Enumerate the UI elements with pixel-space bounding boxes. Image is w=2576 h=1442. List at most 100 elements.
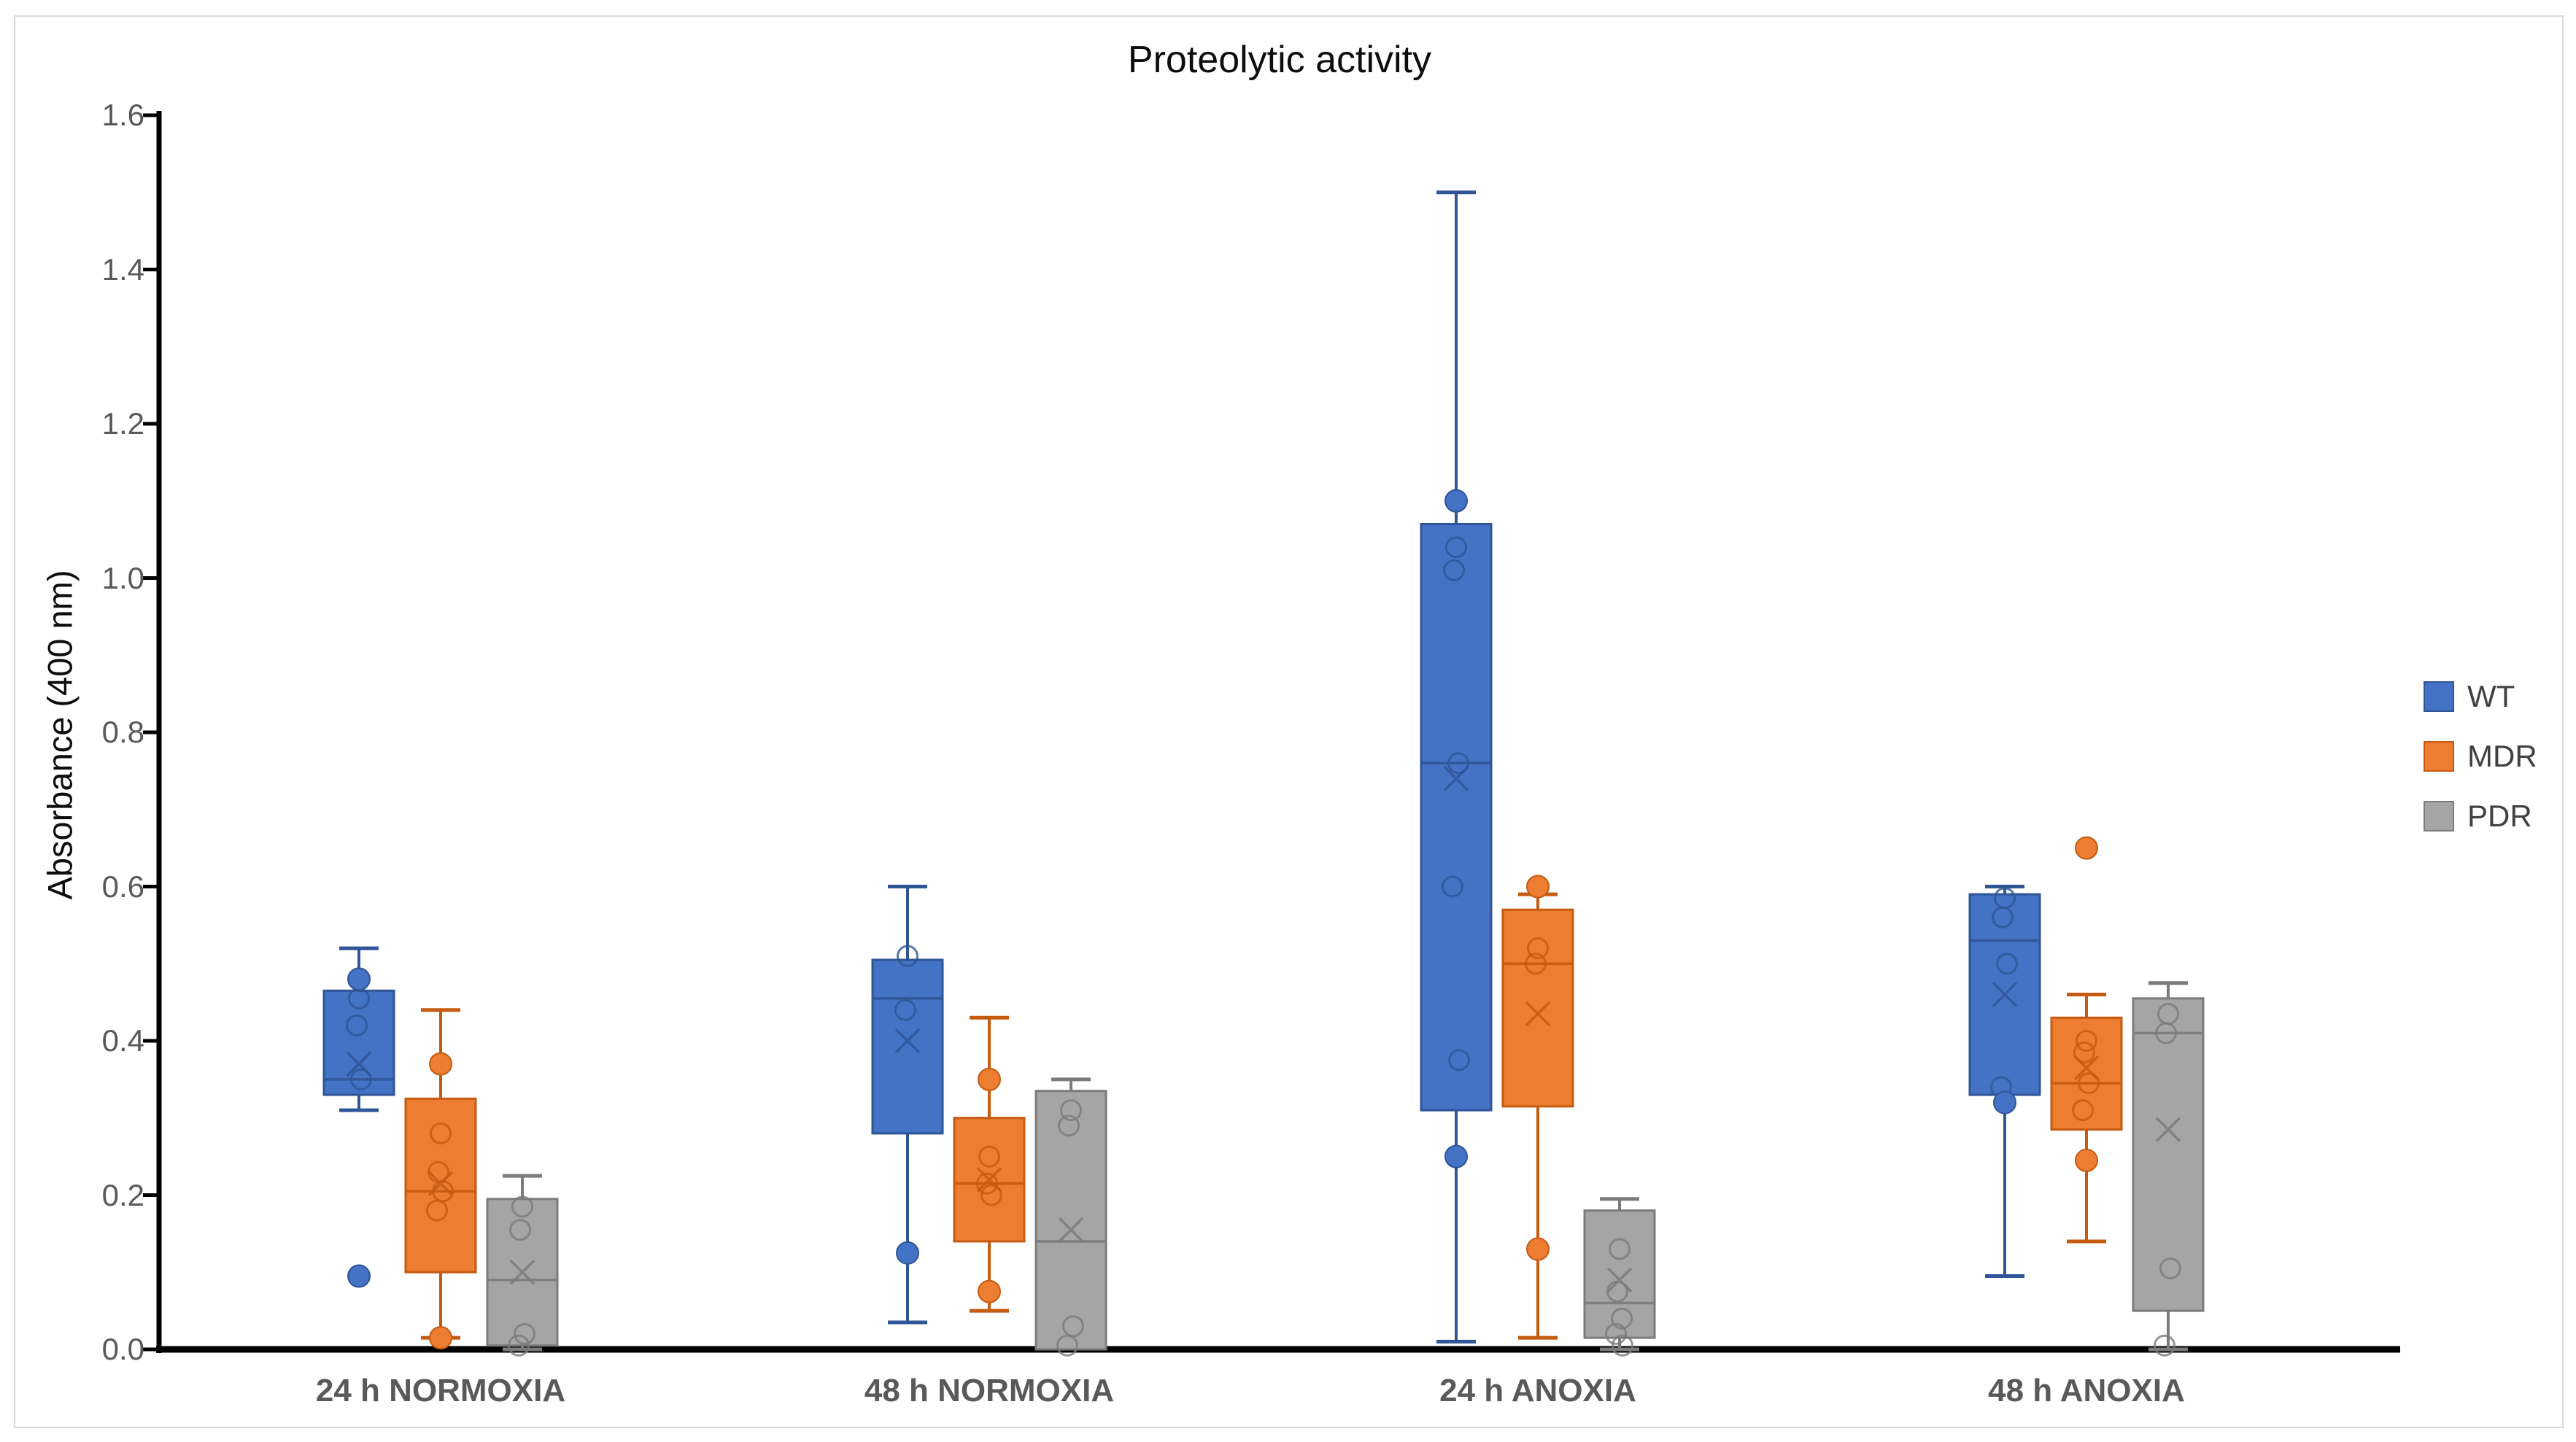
legend-label: MDR: [2467, 739, 2537, 773]
y-tick-label: 0.8: [101, 715, 144, 749]
box-pdr-3: [2132, 981, 2205, 1357]
data-point-filled: [1444, 1144, 1468, 1168]
iqr-box: [1501, 908, 1574, 1108]
wt-swatch-icon: [2424, 681, 2454, 712]
box-pdr-1: [1034, 1077, 1107, 1357]
data-point-open: [1992, 906, 2014, 929]
iqr-box: [1034, 1090, 1107, 1351]
data-point-open: [430, 1122, 452, 1144]
legend-label: PDR: [2467, 799, 2532, 833]
mean-x-marker: [2073, 1055, 2100, 1081]
mean-x-marker: [1606, 1267, 1633, 1293]
data-point-open: [2078, 1072, 2100, 1095]
data-point-filled: [429, 1326, 452, 1350]
mean-x-marker: [894, 1028, 921, 1054]
box-mdr-2: [1501, 875, 1574, 1340]
mean-x-marker: [1058, 1217, 1084, 1243]
data-point-open: [1062, 1315, 1084, 1338]
mean-x-marker: [2155, 1117, 2181, 1142]
box-wt-1: [871, 885, 944, 1325]
data-point-open: [350, 1068, 372, 1090]
data-point-filled: [978, 1067, 1001, 1091]
box-wt-0: [322, 946, 395, 1288]
y-tick-label: 0.6: [101, 869, 144, 904]
legend-item-pdr: PDR: [2424, 799, 2537, 833]
data-point-open: [1060, 1099, 1082, 1122]
data-point-open: [976, 1172, 998, 1195]
mean-x-marker: [1525, 1001, 1551, 1027]
data-point-open: [511, 1195, 533, 1218]
y-tick-label: 1.4: [101, 252, 144, 287]
x-category-label: 24 h NORMOXIA: [315, 1373, 566, 1408]
data-point-open: [509, 1219, 531, 1241]
data-point-open: [2154, 1334, 2175, 1357]
data-point-filled: [1526, 875, 1550, 899]
data-point-filled: [1526, 1237, 1550, 1261]
data-point-open: [1447, 752, 1469, 775]
data-point-open: [2159, 1257, 2181, 1279]
mdr-swatch-icon: [2424, 741, 2454, 772]
mean-x-marker: [428, 1171, 454, 1196]
legend-label: WT: [2467, 679, 2515, 713]
box-pdr-2: [1583, 1197, 1656, 1357]
y-tick-label: 1.2: [101, 406, 144, 441]
data-point-open: [1056, 1334, 1078, 1357]
iqr-box: [871, 958, 944, 1135]
mean-x-marker: [976, 1167, 1002, 1193]
y-tick-label: 1.0: [101, 560, 144, 595]
data-point-open: [894, 999, 916, 1021]
mean-x-marker: [1992, 982, 2018, 1007]
data-point-open: [426, 1199, 448, 1222]
data-point-open: [1445, 536, 1467, 559]
mean-x-marker: [509, 1260, 535, 1285]
data-point-filled: [1993, 1090, 2016, 1115]
box-mdr-0: [404, 1008, 477, 1350]
data-point-filled: [978, 1279, 1001, 1303]
data-point-filled: [2075, 1148, 2098, 1172]
data-point-filled: [347, 967, 371, 991]
legend: WT MDR PDR: [2424, 680, 2537, 833]
iqr-box: [2050, 1016, 2123, 1131]
iqr-box: [1420, 522, 1493, 1112]
y-tick-label: 0.0: [101, 1332, 144, 1366]
data-point-open: [1612, 1334, 1633, 1357]
data-point-open: [2073, 1041, 2095, 1063]
data-point-open: [980, 1184, 1002, 1206]
data-point-open: [2076, 1030, 2097, 1052]
x-category-label: 24 h ANOXIA: [1439, 1373, 1636, 1408]
y-tick-label: 1.6: [101, 98, 144, 132]
data-point-open: [1996, 953, 2018, 975]
pdr-swatch-icon: [2424, 801, 2454, 832]
data-point-open: [1448, 1049, 1470, 1071]
data-point-open: [2155, 1022, 2177, 1044]
chart-title: Proteolytic activity: [1127, 39, 1432, 81]
box-mdr-1: [953, 1015, 1026, 1313]
data-point-open: [508, 1334, 530, 1357]
data-point-open: [1525, 953, 1547, 975]
data-point-filled: [1444, 489, 1468, 513]
iqr-box: [404, 1097, 477, 1274]
data-point-filled: [896, 1241, 919, 1265]
iqr-box: [2132, 997, 2205, 1312]
data-point-open: [346, 1014, 368, 1036]
data-point-open: [514, 1322, 535, 1345]
data-point-open: [978, 1145, 1000, 1168]
data-point-filled: [347, 1264, 371, 1288]
iqr-box: [1583, 1209, 1656, 1339]
data-point-open: [1058, 1115, 1080, 1137]
legend-item-wt: WT: [2424, 680, 2537, 713]
data-point-open: [1527, 937, 1549, 960]
data-point-open: [1609, 1238, 1631, 1260]
data-point-open: [1605, 1322, 1627, 1345]
data-point-open: [1611, 1307, 1633, 1330]
box-wt-3: [1968, 885, 2041, 1279]
data-point-open: [1442, 875, 1463, 898]
legend-item-mdr: MDR: [2424, 740, 2537, 773]
mean-x-marker: [1443, 766, 1469, 791]
data-point-filled: [2075, 836, 2098, 860]
box-mdr-3: [2050, 836, 2123, 1244]
mean-x-marker: [346, 1051, 372, 1077]
data-point-open: [897, 945, 918, 967]
data-point-open: [2072, 1099, 2094, 1122]
